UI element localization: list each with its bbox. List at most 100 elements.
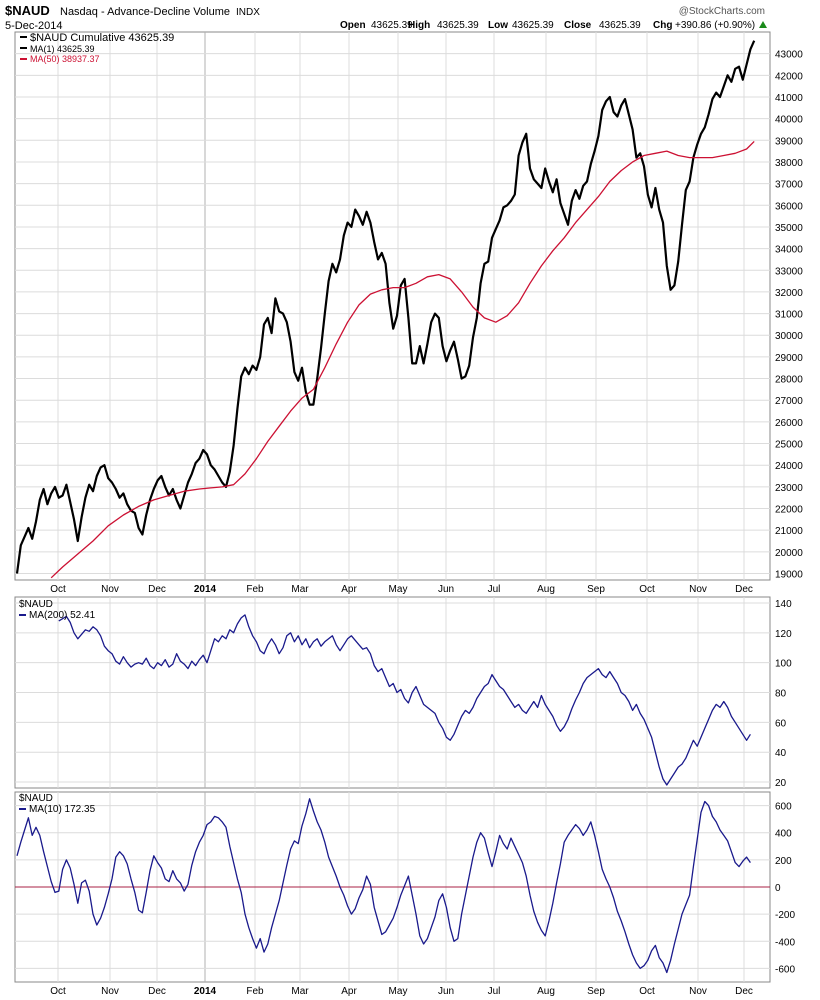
chart-date: 5-Dec-2014 — [5, 20, 62, 32]
x-tick-label: Feb — [246, 986, 264, 997]
y-tick-label: 200 — [775, 856, 792, 867]
y-tick-label: 30000 — [775, 331, 803, 342]
y-tick-label: 60 — [775, 718, 787, 729]
x-tick-label: Aug — [537, 584, 555, 595]
series-line-ma-10 — [16, 798, 751, 974]
series-line-ma-200 — [58, 614, 751, 786]
y-tick-label: 120 — [775, 629, 792, 640]
x-tick-label: Dec — [148, 986, 166, 997]
y-tick-label: 80 — [775, 689, 787, 700]
x-tick-label: Apr — [341, 584, 357, 595]
y-tick-label: 31000 — [775, 310, 803, 321]
x-tick-label: Nov — [101, 584, 119, 595]
x-tick-label: Sep — [587, 584, 605, 595]
y-tick-label: 0 — [775, 883, 781, 894]
y-tick-label: 23000 — [775, 483, 803, 494]
main-legend: $NAUD Cumulative 43625.39 MA(1) 43625.39… — [20, 32, 174, 64]
y-tick-label: 20 — [775, 778, 787, 789]
y-tick-label: 25000 — [775, 440, 803, 451]
y-tick-label: 33000 — [775, 266, 803, 277]
close-label: Close — [564, 20, 592, 31]
axis-layer: 19000 20000 21000 22000 23000 24000 25000 26000… — [50, 50, 803, 997]
legend-ma50: MA(50) 38937.37 — [30, 54, 100, 64]
x-tick-label: Nov — [689, 584, 707, 595]
y-tick-label: 32000 — [775, 288, 803, 299]
open-value: 43625.39 — [371, 20, 413, 31]
legend-ma200: MA(200) 52.41 — [29, 610, 96, 621]
x-tick-label: May — [389, 986, 408, 997]
watermark: @StockCharts.com — [679, 6, 765, 17]
indicator1-legend: $NAUD MA(200) 52.41 — [19, 599, 96, 621]
x-tick-label: Oct — [639, 584, 655, 595]
index-tag: INDX — [236, 7, 260, 18]
indicator2-title: $NAUD — [19, 793, 53, 804]
y-tick-label: 600 — [775, 802, 792, 813]
x-tick-label: Sep — [587, 986, 605, 997]
y-tick-label: 40 — [775, 748, 787, 759]
y-tick-label: 41000 — [775, 93, 803, 104]
x-tick-label: Jun — [438, 584, 454, 595]
y-tick-label: 34000 — [775, 245, 803, 256]
x-tick-label: Feb — [246, 584, 264, 595]
grid-layer — [15, 32, 770, 982]
y-tick-label: 42000 — [775, 71, 803, 82]
y-tick-label: 20000 — [775, 548, 803, 559]
x-tick-label: Oct — [50, 986, 66, 997]
up-arrow-icon — [759, 21, 767, 28]
y-tick-label: 40000 — [775, 115, 803, 126]
main-panel-frame — [14, 31, 771, 581]
x-tick-label: Jul — [488, 584, 501, 595]
indicator2-legend: $NAUD MA(10) 172.35 — [19, 793, 96, 815]
x-tick-label: 2014 — [194, 584, 217, 595]
x-tick-label: Apr — [341, 986, 357, 997]
chg-value: +390.86 (+0.90%) — [675, 20, 755, 31]
x-tick-label: Dec — [735, 584, 753, 595]
high-label: High — [408, 20, 430, 31]
symbol: $NAUD — [5, 3, 50, 18]
legend-cumulative: $NAUD Cumulative 43625.39 — [30, 32, 174, 44]
y-tick-label: 19000 — [775, 570, 803, 581]
y-tick-label: 43000 — [775, 50, 803, 61]
low-value: 43625.39 — [512, 20, 554, 31]
y-tick-label: 28000 — [775, 375, 803, 386]
open-label: Open — [340, 20, 366, 31]
chart-name: Nasdaq - Advance-Decline Volume — [60, 6, 230, 18]
x-tick-label: Dec — [735, 986, 753, 997]
x-tick-label: Jul — [488, 986, 501, 997]
x-tick-label: Mar — [291, 584, 309, 595]
y-tick-label: 21000 — [775, 526, 803, 537]
high-value: 43625.39 — [437, 20, 479, 31]
x-tick-label: Oct — [50, 584, 66, 595]
series-line-ma-50 — [50, 140, 755, 579]
series-layer — [15, 40, 756, 974]
close-value: 43625.39 — [599, 20, 641, 31]
y-tick-label: 29000 — [775, 353, 803, 364]
y-tick-label: 27000 — [775, 396, 803, 407]
low-label: Low — [488, 20, 508, 31]
y-tick-label: 100 — [775, 659, 792, 670]
y-tick-label: 39000 — [775, 136, 803, 147]
x-tick-label: Nov — [689, 986, 707, 997]
legend-ma1: MA(1) 43625.39 — [30, 44, 95, 54]
x-tick-label: Jun — [438, 986, 454, 997]
series-line--naud-cumulative — [15, 40, 756, 574]
chg-label: Chg — [653, 20, 672, 31]
y-tick-label: -600 — [775, 964, 795, 975]
y-tick-label: 35000 — [775, 223, 803, 234]
y-tick-label: 400 — [775, 829, 792, 840]
x-tick-label: Nov — [101, 986, 119, 997]
y-tick-label: 140 — [775, 599, 792, 610]
y-tick-label: 26000 — [775, 418, 803, 429]
x-tick-label: May — [389, 584, 408, 595]
y-tick-label: 24000 — [775, 461, 803, 472]
legend-ma10: MA(10) 172.35 — [29, 804, 96, 815]
x-tick-label: Oct — [639, 986, 655, 997]
y-tick-label: 36000 — [775, 201, 803, 212]
y-tick-label: 38000 — [775, 158, 803, 169]
x-tick-label: Aug — [537, 986, 555, 997]
ohlc-readout: Open 43625.39 High 43625.39 Low 43625.39… — [340, 20, 767, 31]
y-tick-label: -400 — [775, 937, 795, 948]
y-tick-label: 37000 — [775, 180, 803, 191]
x-tick-label: 2014 — [194, 986, 217, 997]
